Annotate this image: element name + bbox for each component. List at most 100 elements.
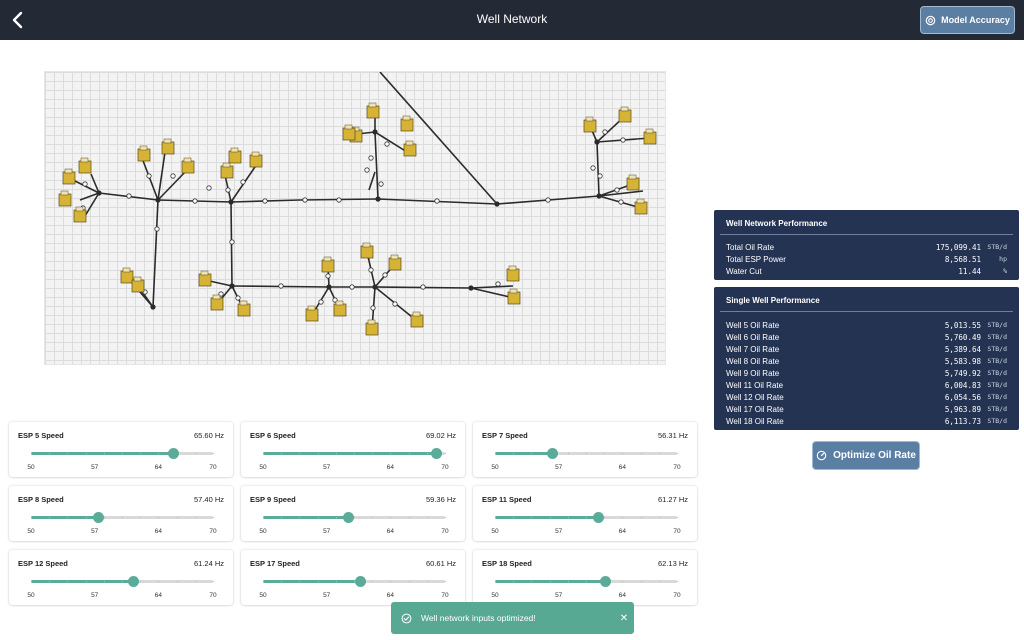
wellhead-cap bbox=[402, 115, 411, 121]
slider-tick bbox=[677, 517, 678, 518]
wellhead-icon bbox=[634, 201, 648, 215]
pipe-node bbox=[590, 165, 596, 171]
slider-tick bbox=[513, 581, 515, 582]
slider-tick-label: 50 bbox=[27, 592, 35, 599]
slider-handle[interactable] bbox=[128, 576, 140, 587]
esp-speed-slider[interactable] bbox=[31, 576, 214, 587]
optimize-oil-rate-button[interactable]: Optimize Oil Rate bbox=[812, 441, 920, 470]
slider-tick bbox=[549, 581, 551, 582]
slider-fill bbox=[263, 516, 349, 519]
pipeline-segment bbox=[368, 171, 376, 191]
slider-tick bbox=[31, 517, 32, 518]
slider-tick bbox=[85, 453, 87, 454]
model-accuracy-label: Model Accuracy bbox=[941, 15, 1010, 25]
slider-handle[interactable] bbox=[600, 576, 612, 587]
wellhead-cap bbox=[64, 168, 73, 174]
slider-handle[interactable] bbox=[354, 576, 366, 587]
wellhead-cap bbox=[405, 140, 414, 146]
slider-handle[interactable] bbox=[167, 448, 179, 459]
esp-speed-slider[interactable] bbox=[263, 512, 446, 523]
slider-tick bbox=[604, 517, 606, 518]
pipe-node bbox=[225, 187, 231, 193]
esp-speed-value: 62.13 Hz bbox=[657, 559, 688, 568]
performance-row: Well 11 Oil Rate 6,004.83 STB/d bbox=[714, 379, 1019, 391]
esp-speed-slider[interactable] bbox=[495, 448, 678, 459]
wellhead-icon bbox=[78, 160, 92, 174]
gauge-icon bbox=[816, 450, 827, 461]
esp-speed-slider[interactable] bbox=[31, 512, 214, 523]
pipe-node bbox=[382, 272, 388, 278]
esp-speed-label: ESP 18 Speed bbox=[482, 559, 532, 568]
esp-speed-slider[interactable] bbox=[495, 576, 678, 587]
slider-handle[interactable] bbox=[431, 448, 443, 459]
close-icon[interactable]: ✕ bbox=[619, 612, 629, 624]
pipe-node bbox=[364, 167, 370, 173]
slider-handle[interactable] bbox=[93, 512, 105, 523]
slider-tick-label: 50 bbox=[27, 464, 35, 471]
slider-tick bbox=[658, 453, 660, 454]
slider-tick bbox=[622, 517, 624, 518]
slider-tick bbox=[677, 581, 678, 582]
metric-value: 5,749.92 bbox=[944, 368, 981, 378]
slider-tick bbox=[176, 517, 178, 518]
wellhead-icon bbox=[583, 119, 597, 133]
metric-label: Well 6 Oil Rate bbox=[726, 332, 780, 342]
wellhead-cap bbox=[133, 276, 142, 282]
esp-speed-card: ESP 12 Speed 61.24 Hz 50 57 64 70 bbox=[9, 550, 233, 605]
metric-label: Well 8 Oil Rate bbox=[726, 356, 780, 366]
metric-label: Well 9 Oil Rate bbox=[726, 368, 780, 378]
wellhead-cap bbox=[75, 206, 84, 212]
slider-tick bbox=[495, 517, 496, 518]
wellhead-cap bbox=[60, 190, 69, 196]
wellhead-cap bbox=[323, 256, 332, 262]
slider-tick bbox=[640, 581, 642, 582]
slider-tick-label: 70 bbox=[209, 592, 217, 599]
wellhead-cap bbox=[183, 157, 192, 163]
slider-handle[interactable] bbox=[343, 512, 355, 523]
slider-tick-label: 57 bbox=[323, 528, 331, 535]
pipe-node bbox=[82, 181, 88, 187]
slider-handle[interactable] bbox=[592, 512, 604, 523]
back-button[interactable] bbox=[6, 8, 30, 32]
wellhead-cap bbox=[230, 147, 239, 153]
slider-tick bbox=[299, 517, 301, 518]
model-accuracy-button[interactable]: Model Accuracy bbox=[920, 6, 1015, 34]
slider-tick bbox=[531, 453, 533, 454]
pipe-node bbox=[618, 199, 624, 205]
pipeline-segment bbox=[157, 169, 188, 201]
performance-row: Well 18 Oil Rate 6,113.73 STB/d bbox=[714, 415, 1019, 427]
esp-speed-card: ESP 7 Speed 56.31 Hz 50 57 64 70 bbox=[473, 422, 697, 477]
wellhead-cap bbox=[636, 198, 645, 204]
pipe-node bbox=[378, 181, 384, 187]
slider-tick bbox=[640, 453, 642, 454]
slider-tick bbox=[122, 581, 123, 582]
single-well-performance-title: Single Well Performance bbox=[720, 287, 1013, 312]
junction-node bbox=[372, 129, 378, 135]
slider-tick-label: 57 bbox=[323, 592, 331, 599]
pipeline-segment bbox=[374, 131, 408, 153]
esp-speed-slider[interactable] bbox=[263, 448, 446, 459]
slider-tick bbox=[567, 517, 569, 518]
esp-speed-slider[interactable] bbox=[495, 512, 678, 523]
wellhead-icon bbox=[249, 154, 263, 168]
slider-tick bbox=[263, 453, 264, 454]
pipe-node bbox=[235, 295, 241, 301]
esp-speed-label: ESP 7 Speed bbox=[482, 431, 528, 440]
slider-tick bbox=[67, 517, 69, 518]
slider-fill bbox=[495, 516, 598, 519]
slider-tick bbox=[426, 581, 428, 582]
esp-speed-slider[interactable] bbox=[263, 576, 446, 587]
esp-speed-card: ESP 8 Speed 57.40 Hz 50 57 64 70 bbox=[9, 486, 233, 541]
metric-value: 6,004.83 bbox=[944, 380, 981, 390]
wellhead-cap bbox=[307, 305, 316, 311]
metric-unit: STB/d bbox=[987, 393, 1007, 401]
slider-tick bbox=[640, 517, 642, 518]
esp-speed-slider[interactable] bbox=[31, 448, 214, 459]
performance-row: Well 12 Oil Rate 6,054.56 STB/d bbox=[714, 391, 1019, 403]
well-network-diagram[interactable] bbox=[44, 71, 666, 365]
pipe-node bbox=[420, 284, 426, 290]
slider-tick bbox=[390, 517, 392, 518]
slider-handle[interactable] bbox=[547, 448, 559, 459]
wellhead-icon bbox=[321, 259, 335, 273]
wellhead-cap bbox=[367, 319, 376, 325]
